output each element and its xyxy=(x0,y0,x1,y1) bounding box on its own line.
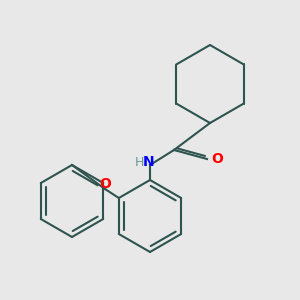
Text: N: N xyxy=(143,155,154,169)
Text: O: O xyxy=(212,152,224,166)
Text: H: H xyxy=(135,155,144,169)
Text: O: O xyxy=(99,178,111,191)
